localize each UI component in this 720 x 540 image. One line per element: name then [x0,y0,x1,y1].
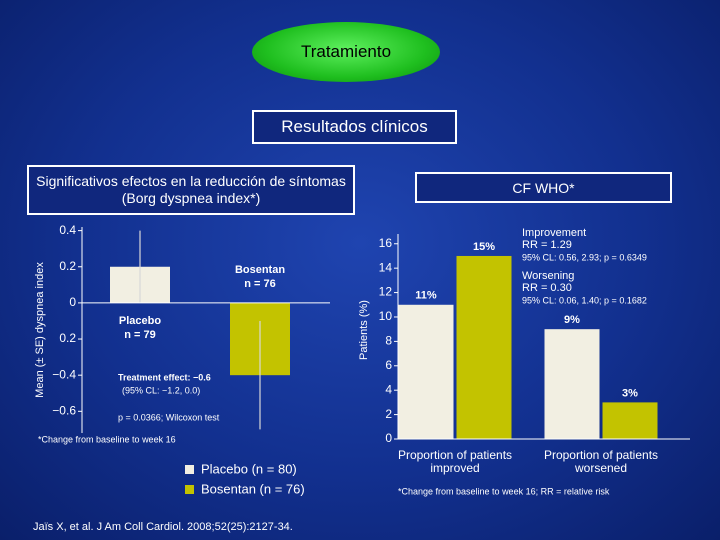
annotation: RR = 0.30 [522,282,572,294]
annotation: p = 0.0366; Wilcoxon test [118,412,220,422]
y-tick-label: −0.6 [52,403,76,417]
legend-label: Bosentan (n = 76) [201,481,305,496]
legend-swatch [185,465,194,474]
value-label: 3% [622,387,638,399]
y-tick-label: 6 [385,358,392,372]
y-tick-label: −0.4 [52,367,76,381]
y-tick-label: 16 [379,236,393,250]
y-tick-label: 0.4 [59,223,76,237]
y-axis-label: Patients (%) [358,300,370,360]
y-axis-label: Mean (± SE) dyspnea index [34,262,46,398]
y-tick-label: 0 [69,295,76,309]
y-tick-label: 12 [379,285,393,299]
value-label: 9% [564,314,580,326]
annotation: 95% CL: 0.56, 2.93; p = 0.6349 [522,252,647,262]
chart-title: Significativos efectos en la reducción d… [27,165,355,215]
annotation: (95% CL: −1.2, 0.0) [122,385,200,395]
x-tick-label: Proportion of patients improved [397,448,513,475]
annotation: *Change from baseline to week 16 [38,434,176,444]
legend-label: Placebo (n = 80) [201,461,297,476]
annotation: *Change from baseline to week 16; RR = r… [398,486,610,496]
annotation: Placebo [119,315,161,327]
annotation: n = 76 [244,278,276,290]
y-tick-label: 2 [385,407,392,421]
annotation: Worsening [522,270,574,282]
bar [602,402,658,439]
annotation: Treatment effect: −0.6 [118,372,211,382]
heading: Resultados clínicos [252,110,457,144]
bar [544,329,600,439]
bar [398,304,454,439]
annotation: Improvement [522,227,586,239]
y-tick-label: 0.2 [59,331,76,345]
y-tick-label: 4 [385,382,392,396]
y-tick-label: 8 [385,334,392,348]
annotation: 95% CL: 0.06, 1.40; p = 0.1682 [522,295,647,305]
value-label: 11% [415,290,437,302]
y-tick-label: 10 [379,309,393,323]
value-label: 15% [473,241,495,253]
annotation: n = 79 [124,329,156,341]
legend-swatch [185,485,194,494]
chart-title: CF WHO* [415,172,672,203]
annotation: RR = 1.29 [522,239,572,251]
y-tick-label: 14 [379,260,393,274]
x-tick-label: Proportion of patients worsened [543,448,659,475]
citation: Jaïs X, et al. J Am Coll Cardiol. 2008;5… [33,521,293,533]
y-tick-label: 0.2 [59,259,76,273]
bar [456,255,512,439]
annotation: Bosentan [235,264,285,276]
badge: Tratamiento [252,22,440,82]
y-tick-label: 0 [385,431,392,445]
